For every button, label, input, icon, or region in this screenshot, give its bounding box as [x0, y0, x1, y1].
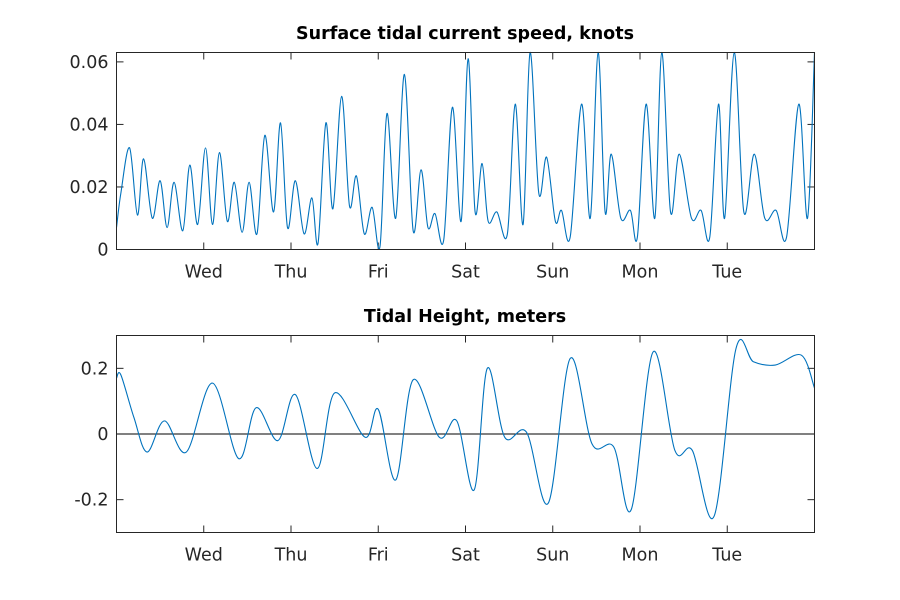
tidal-height-y-tick-label: 0.2 [81, 359, 109, 379]
tidal-height-axes-box [116, 335, 815, 533]
current-speed-y-tick-label: 0.02 [70, 178, 109, 198]
current-speed-y-ticks: 0 0.02 0.04 0.06 [70, 53, 815, 261]
current-speed-x-tick-label: Mon [622, 263, 659, 283]
current-speed-y-tick-label: 0 [97, 241, 108, 261]
tidal-height-x-tick-label: Tue [711, 546, 742, 566]
tidal-height-y-tick-label: -0.2 [74, 491, 108, 511]
current-speed-x-tick-label: Tue [711, 263, 742, 283]
tidal-height-title: Tidal Height, meters [364, 307, 566, 327]
current-speed-x-ticks: Wed Thu Fri Sat Sun Mon Tue [185, 52, 742, 283]
tidal-height-y-tick-label: 0 [97, 425, 108, 445]
current-speed-panel: Surface tidal current speed, knots 0 0.02… [70, 24, 816, 283]
tidal-height-line [116, 339, 816, 520]
tidal-height-y-ticks: -0.2 0 0.2 [74, 359, 815, 511]
current-speed-axes-box [116, 52, 815, 250]
tidal-height-x-tick-label: Sat [451, 546, 480, 566]
current-speed-x-tick-label: Sun [536, 263, 569, 283]
tidal-height-x-tick-label: Sun [536, 546, 569, 566]
current-speed-x-tick-label: Fri [368, 263, 389, 283]
tidal-height-x-tick-label: Thu [274, 546, 308, 566]
tidal-height-x-tick-label: Fri [368, 546, 389, 566]
current-speed-line [115, 51, 816, 250]
tidal-height-panel: Tidal Height, meters -0.2 0 0.2 Wed Thu Fri S… [74, 307, 816, 566]
current-speed-x-tick-label: Thu [274, 263, 308, 283]
current-speed-y-tick-label: 0.06 [70, 53, 109, 73]
current-speed-x-tick-label: Sat [451, 263, 480, 283]
tidal-height-x-tick-label: Mon [622, 546, 659, 566]
current-speed-y-tick-label: 0.04 [70, 115, 109, 135]
current-speed-title: Surface tidal current speed, knots [296, 24, 634, 44]
current-speed-x-tick-label: Wed [185, 263, 223, 283]
tidal-height-x-tick-label: Wed [185, 546, 223, 566]
tidal-height-x-ticks: Wed Thu Fri Sat Sun Mon Tue [185, 335, 742, 566]
